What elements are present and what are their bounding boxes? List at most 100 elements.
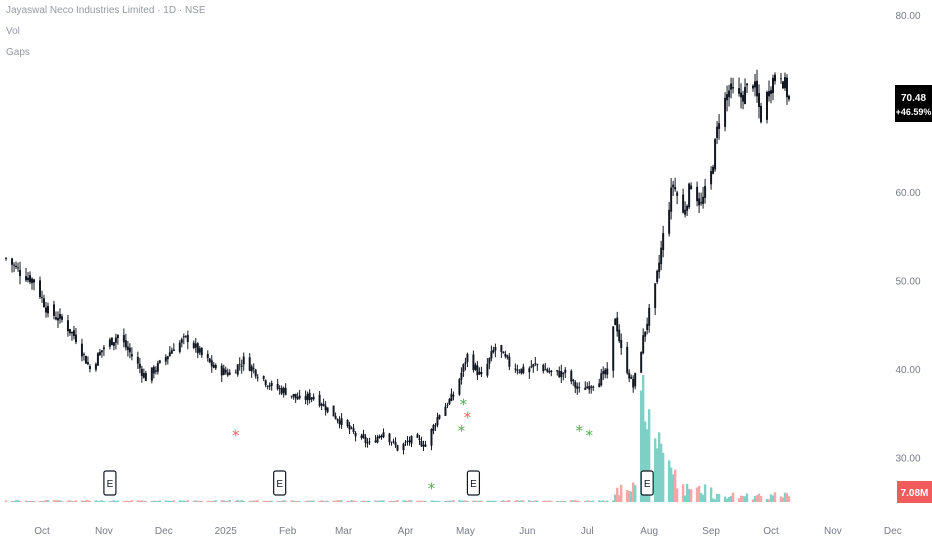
candle-body [420,440,423,447]
candle-body [432,425,435,431]
candle-body [716,126,719,139]
candle-body [654,283,657,308]
candle-body [366,442,369,444]
candle-body [374,440,377,443]
candle-body [360,435,363,438]
x-tick-label: Nov [824,526,842,537]
earnings-label: E [107,479,114,490]
candle-body [164,357,167,362]
volume-bar [504,501,507,502]
x-tick-label: Oct [763,526,779,537]
candle-body [346,419,349,427]
candle-body [476,365,479,376]
volume-bar [290,500,293,502]
earnings-marker[interactable]: E [273,470,287,496]
candle-body [312,396,315,400]
volume-bar [506,500,509,502]
volume-bar [28,501,32,502]
candle-body [738,88,741,94]
volume-bar [570,500,573,502]
volume-bar [262,500,265,502]
volume-bar [102,501,106,502]
volume-bar [542,501,545,502]
volume-bar [168,500,172,502]
volume-bar [757,493,761,502]
volume-bar [620,484,623,502]
volume-bar [156,501,160,502]
volume-bar [781,497,785,502]
volume-bar [709,487,713,502]
candle-body [166,356,169,360]
volume-bar [572,500,575,502]
volume-bar [280,500,283,502]
candle-body [574,381,577,388]
candle-body [110,337,113,345]
candle-body [444,406,447,416]
volume-bar [364,501,367,502]
candle-body [194,343,197,348]
volume-bar [643,421,647,502]
candle-body [208,358,211,363]
candle-body [220,365,223,376]
candle-body [210,360,213,367]
volume-bar [142,500,146,502]
candle-body [392,440,395,442]
candle-body [270,382,273,386]
volume-bar [256,500,259,502]
candle-body [500,345,503,352]
volume-bar [304,501,307,502]
volume-bar [166,500,170,502]
candle-body [128,347,131,353]
candle-body [338,420,341,425]
gap-down-marker: * [232,426,240,444]
volume-bar [556,501,559,502]
volume-bar [657,432,661,502]
volume-bar [462,500,465,502]
volume-bar [170,501,174,502]
volume-bar [292,500,295,502]
candle-body [450,393,453,401]
volume-bar [284,500,287,502]
candle-body [632,378,635,388]
candle-body [308,392,311,400]
x-tick-label: 2025 [215,526,238,537]
candle-body [756,80,759,97]
candle-body [266,385,269,387]
volume-bar [248,500,251,502]
volume-bar [268,500,271,502]
y-tick-label: 60.00 [895,188,920,199]
volume-bar [10,501,14,502]
earnings-marker[interactable]: E [103,470,117,496]
volume-bar [242,501,245,502]
volume-bar [616,487,619,502]
candle-body [472,354,475,371]
earnings-marker[interactable]: E [640,470,654,496]
gaps-indicator-label[interactable]: Gaps [6,47,30,58]
candle-body [486,363,489,376]
volume-bar [52,500,56,502]
volume-bar [220,500,223,502]
candle-body [480,371,483,375]
candle-body [746,83,749,86]
candle-body [29,275,32,283]
volume-bar [673,469,677,502]
volume-bar [362,500,365,502]
volume-bar [492,500,495,502]
candle-body [766,91,769,120]
candle-body [284,387,287,395]
volume-bar [689,489,693,502]
volume-bar [380,500,383,502]
volume-bar [612,500,615,502]
candle-body [544,369,547,371]
volume-bar [378,500,381,502]
candle-body [688,183,691,208]
x-tick-label: Nov [95,526,113,537]
earnings-marker[interactable]: E [466,470,481,496]
volume-indicator-label[interactable]: Vol [6,26,20,37]
candle-body [408,440,411,442]
candle-body [787,95,790,100]
candle-body [588,386,591,390]
volume-bar [368,501,371,502]
candle-body [112,342,115,346]
